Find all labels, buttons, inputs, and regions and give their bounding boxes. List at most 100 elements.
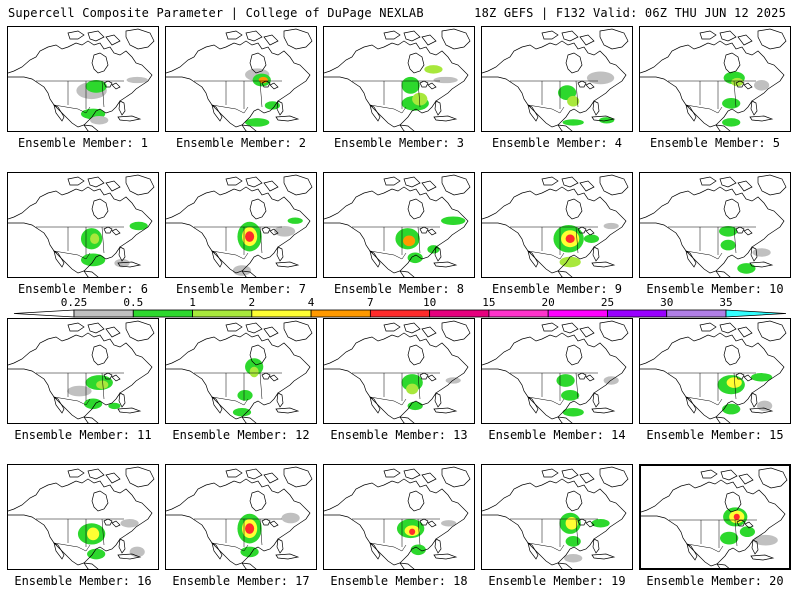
ensemble-member-map: [639, 318, 791, 424]
coastline: [53, 104, 65, 122]
scp-contour: [752, 248, 771, 257]
coastline: [118, 538, 126, 554]
scp-contour: [281, 512, 300, 524]
political-border: [575, 372, 579, 400]
coastline: [276, 100, 284, 116]
ensemble-member-label: Ensemble Member: 9: [491, 282, 623, 296]
ensemble-member-label: Ensemble Member: 15: [646, 428, 784, 442]
coastline: [125, 466, 155, 488]
coastline: [685, 396, 697, 414]
coastline: [699, 30, 717, 40]
coastline: [8, 478, 153, 566]
scp-contour: [67, 385, 92, 397]
scp-contour: [424, 65, 443, 74]
political-border: [575, 80, 579, 108]
coastline: [640, 186, 785, 274]
coastline: [283, 466, 313, 488]
coastline: [8, 186, 153, 274]
ensemble-member-map: [323, 464, 475, 570]
coastline: [482, 332, 627, 420]
ensemble-member-map: [7, 318, 159, 424]
political-border: [259, 80, 263, 108]
coastline: [241, 562, 257, 569]
coastline: [369, 250, 381, 268]
coastline: [407, 344, 425, 366]
ensemble-member-map: [7, 26, 159, 132]
coastline: [283, 320, 313, 342]
scp-contour: [586, 71, 615, 85]
coastline: [369, 104, 381, 122]
colorbar-segment: [132, 309, 193, 318]
coastline: [87, 322, 105, 334]
political-border: [211, 542, 249, 552]
coastline: [67, 176, 85, 186]
scp-contour: [232, 408, 252, 417]
political-border: [685, 396, 723, 406]
scp-contour: [556, 374, 575, 387]
coastline: [585, 520, 595, 528]
coastline: [421, 34, 437, 46]
coastline: [383, 176, 401, 186]
coastline: [421, 326, 437, 338]
scp-contour: [750, 373, 773, 382]
coastline: [561, 468, 579, 480]
scp-contour: [565, 536, 581, 547]
political-border: [259, 226, 263, 254]
ensemble-member-label: Ensemble Member: 6: [17, 282, 149, 296]
coastline: [245, 468, 263, 480]
coastline: [369, 396, 381, 414]
coastline: [275, 115, 300, 122]
scp-contour: [108, 402, 121, 410]
coastline: [249, 52, 267, 74]
north-america-map: [166, 320, 313, 423]
ensemble-member-label: Ensemble Member: 7: [175, 282, 307, 296]
coastline: [407, 198, 425, 220]
coastline: [399, 124, 415, 131]
coastline: [743, 374, 753, 382]
political-border: [369, 104, 407, 114]
coastline: [275, 407, 300, 414]
colorbar-segment: [369, 309, 431, 318]
coastline: [433, 407, 458, 414]
north-america-map: [482, 320, 629, 423]
political-border: [686, 543, 724, 553]
coastline: [599, 320, 629, 342]
scp-contour: [96, 380, 109, 389]
coastline: [8, 40, 153, 128]
ensemble-member-map: [639, 464, 791, 570]
political-border: [53, 396, 91, 406]
colorbar-segment: [488, 309, 549, 318]
coastline: [261, 372, 271, 380]
coastline: [269, 228, 279, 236]
ensemble-member-label: Ensemble Member: 18: [330, 574, 468, 588]
coastline: [735, 226, 745, 234]
coastline: [541, 176, 559, 186]
scp-contour: [722, 118, 741, 127]
coastline: [105, 326, 121, 338]
coastline: [757, 174, 787, 196]
coastline: [441, 174, 471, 196]
political-border: [259, 372, 263, 400]
scp-contour: [565, 516, 578, 530]
scp-contour: [722, 98, 741, 109]
coastline: [283, 174, 313, 196]
coastline: [591, 115, 616, 122]
scp-contour: [720, 239, 736, 251]
coastline: [751, 539, 759, 555]
scp-contour: [726, 377, 742, 388]
coastline: [403, 322, 421, 334]
ensemble-member-map: [323, 172, 475, 278]
coastline: [8, 332, 153, 420]
coastline: [103, 226, 113, 234]
coastline: [261, 518, 271, 526]
coastline: [105, 472, 121, 484]
coastline: [269, 82, 279, 90]
coastline: [403, 176, 421, 188]
coastline: [527, 104, 539, 122]
political-border: [211, 250, 249, 260]
coastline: [241, 124, 257, 131]
political-border: [101, 226, 105, 254]
coastline: [245, 30, 263, 42]
scp-contour: [559, 256, 581, 268]
coastline: [211, 104, 223, 122]
